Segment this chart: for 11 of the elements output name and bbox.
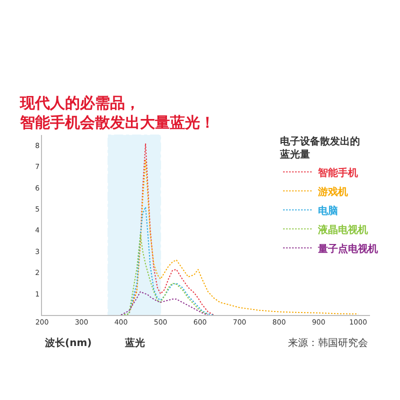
legend-label: 量子点电视机 — [317, 242, 378, 255]
legend-title: 电子设备散发出的蓝光量 — [279, 135, 360, 160]
legend-label: 智能手机 — [317, 166, 358, 179]
legend-label: 液晶电视机 — [317, 224, 368, 236]
chart-title: 现代人的必需品，智能手机会散发出大量蓝光！ — [19, 94, 215, 132]
source-note: 来源：韩国研究会 — [288, 337, 368, 349]
line-series — [120, 291, 208, 315]
x-axis-title: 波长(nm) — [44, 337, 92, 349]
legend-label: 游戏机 — [317, 186, 348, 198]
legend-label: 电脑 — [318, 204, 338, 217]
band-label: 蓝光 — [124, 337, 145, 349]
